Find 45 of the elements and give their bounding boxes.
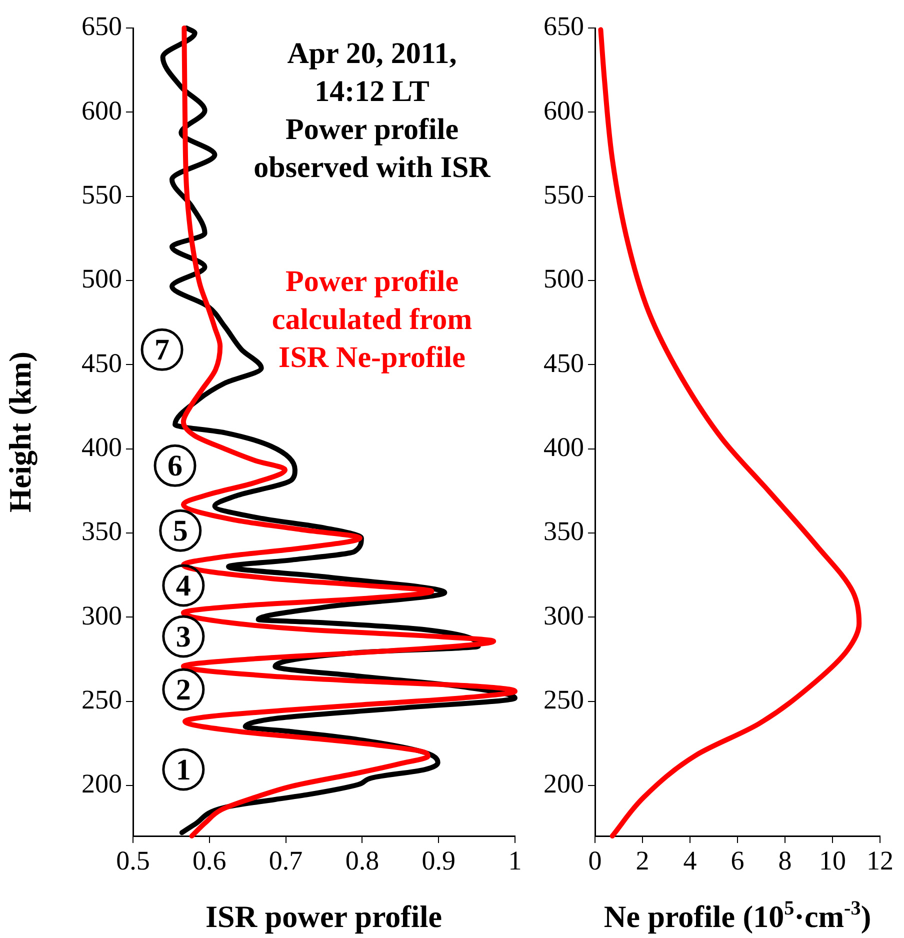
x-tick-label: 2 [636,845,650,876]
y-tick-label: 550 [82,179,122,210]
annotation: 6 [168,449,183,482]
annotation: 7 [154,333,170,366]
x-tick-label: 0.5 [116,845,150,876]
x-tick-label: 0.9 [422,845,456,876]
y-tick-label: 200 [544,768,584,799]
annotation: 5 [172,514,188,548]
y-tick-label: 550 [544,179,584,210]
x-tick-label: 0 [588,845,602,876]
y-tick-label: 500 [544,264,584,294]
x-tick-label: 1 [508,845,522,876]
y-tick-label: 250 [82,684,122,714]
y-tick-label: 600 [544,95,584,126]
x-tick-label: 0.6 [192,845,226,876]
series-label: Power profile calculated from ISR Ne-profile [272,264,472,374]
y-axis-title: Height (km) [2,351,38,513]
y-tick-label: 350 [544,516,584,546]
y-tick-label: 450 [544,348,584,378]
y-tick-label: 400 [544,432,584,462]
y-tick-label: 450 [82,348,122,378]
x-axis-title: ISR power profile [205,899,442,934]
x-tick-label: 4 [683,845,698,876]
x-tick-label: 10 [819,845,846,876]
y-tick-label: 350 [82,516,122,546]
annotation: Apr 20, 2011, 14:12 LT [287,36,457,108]
y-tick-label: 400 [82,432,122,462]
y-tick-label: 300 [544,600,584,630]
y-tick-label: 500 [82,264,122,294]
x-tick-label: 12 [866,845,894,876]
y-tick-label: 300 [82,600,122,630]
series-label: Power profile observed with ISR [254,112,491,184]
y-tick-label: 650 [544,11,584,42]
x-tick-label: 8 [778,845,792,876]
x-tick-label: 0.8 [345,845,380,876]
annotation: 1 [176,753,191,786]
annotation: 2 [176,673,191,706]
x-tick-label: 6 [730,845,744,876]
annotation: 4 [176,569,191,602]
annotation: 3 [176,620,191,654]
y-tick-label: 200 [82,768,122,799]
y-tick-label: 600 [82,95,122,126]
x-tick-label: 0.7 [268,845,303,876]
y-tick-label: 650 [82,11,122,42]
y-tick-label: 250 [544,684,584,714]
